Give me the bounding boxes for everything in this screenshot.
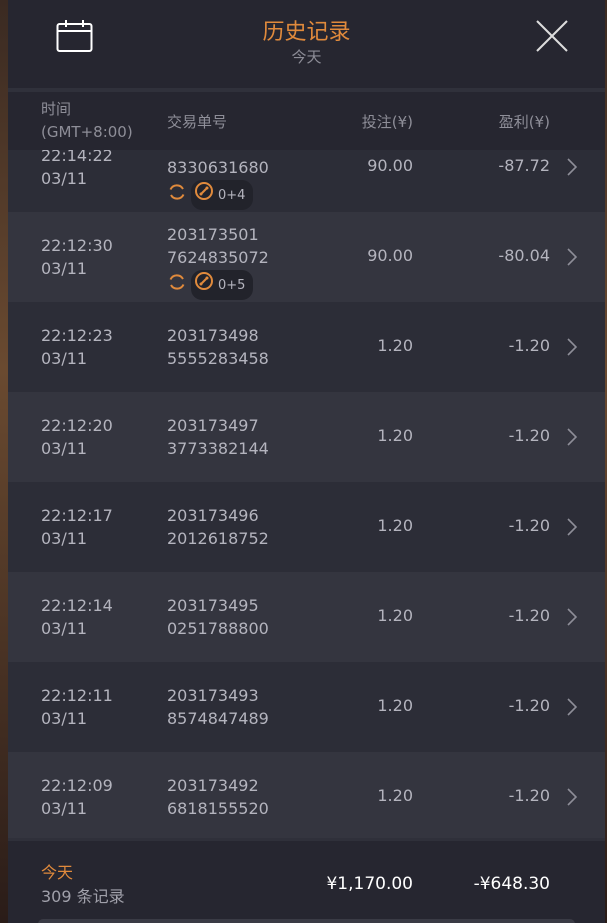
row-bet: 1.20 [377, 606, 413, 625]
table-row[interactable]: 22:12:09 03/11 203173492 6818155520 1.20 -… [8, 752, 605, 838]
order-id-part1: 203173498 [167, 326, 259, 345]
header: 历史记录 今天 [8, 0, 605, 88]
order-id-part2: 3773382144 [167, 439, 269, 458]
row-bet: 1.20 [377, 696, 413, 715]
column-header: 时间 (GMT+8:00) 交易单号 投注(¥) 盈利(¥) [8, 92, 605, 150]
row-date: 03/11 [41, 169, 88, 188]
close-icon[interactable] [535, 19, 569, 57]
table-row[interactable]: 22:14:22 03/11 8330631680 0+4 90.00 -87.72 [8, 150, 605, 212]
row-profit: -1.20 [508, 606, 550, 625]
order-id-part1: 203173492 [167, 776, 259, 795]
bottom-handle [38, 919, 575, 923]
order-id-part2: 0251788800 [167, 619, 269, 638]
table-row[interactable]: 22:12:14 03/11 203173495 0251788800 1.20 -… [8, 572, 605, 662]
chevron-right-icon[interactable] [567, 338, 578, 360]
row-profit: -1.20 [508, 336, 550, 355]
row-bet: 1.20 [377, 786, 413, 805]
row-bet: 1.20 [377, 336, 413, 355]
table-row[interactable]: 22:12:20 03/11 203173497 3773382144 1.20 -… [8, 392, 605, 482]
chevron-right-icon[interactable] [567, 428, 578, 450]
total-bet: ¥1,170.00 [326, 874, 413, 894]
row-date: 03/11 [41, 529, 88, 548]
record-list[interactable]: 22:14:22 03/11 8330631680 0+4 90.00 -87.72… [8, 150, 605, 838]
row-bet: 90.00 [367, 156, 413, 175]
divider [8, 88, 605, 92]
order-id-part1: 203173496 [167, 506, 259, 525]
order-id-part2: 8574847489 [167, 709, 269, 728]
row-bet: 1.20 [377, 426, 413, 445]
row-date: 03/11 [41, 799, 88, 818]
table-row[interactable]: 22:12:30 03/11 203173501 7624835072 0+5 90.… [8, 212, 605, 302]
chevron-right-icon[interactable] [567, 608, 578, 630]
row-profit: -1.20 [508, 516, 550, 535]
row-time: 22:12:23 [41, 326, 113, 345]
order-id-part2: 5555283458 [167, 349, 269, 368]
summary-footer: 今天 309 条记录 ¥1,170.00 -¥648.30 [8, 838, 605, 923]
order-id-part2: 6818155520 [167, 799, 269, 818]
col-order: 交易单号 [167, 113, 228, 131]
row-date: 03/11 [41, 439, 88, 458]
row-date: 03/11 [41, 349, 88, 368]
row-time: 22:12:11 [41, 686, 113, 705]
row-profit: -87.72 [498, 156, 550, 175]
page-title: 历史记录 [262, 20, 351, 45]
bet-badge: 0+4 [191, 180, 254, 210]
chevron-right-icon[interactable] [567, 518, 578, 540]
table-row[interactable]: 22:12:17 03/11 203173496 2012618752 1.20 -… [8, 482, 605, 572]
ball-icon [194, 271, 214, 299]
col-time: 时间 [41, 100, 72, 118]
order-id-part2: 2012618752 [167, 529, 269, 548]
order-id-part1: 203173495 [167, 596, 259, 615]
row-date: 03/11 [41, 709, 88, 728]
history-panel: 历史记录 今天 时间 (GMT+8:00) 交易单号 投注(¥) 盈利(¥) 22… [8, 0, 605, 923]
col-profit: 盈利(¥) [498, 113, 550, 131]
refresh-icon [167, 182, 187, 208]
col-bet: 投注(¥) [361, 113, 413, 131]
row-time: 22:12:09 [41, 776, 113, 795]
row-time: 22:12:17 [41, 506, 113, 525]
row-time: 22:12:30 [41, 236, 113, 255]
bet-badge: 0+5 [191, 270, 254, 300]
row-time: 22:12:20 [41, 416, 113, 435]
record-count: 309 条记录 [41, 887, 125, 906]
table-row[interactable]: 22:12:11 03/11 203173493 8574847489 1.20 -… [8, 662, 605, 752]
row-date: 03/11 [41, 259, 88, 278]
ball-icon [194, 181, 214, 209]
row-bet: 1.20 [377, 516, 413, 535]
chevron-right-icon[interactable] [567, 698, 578, 720]
calendar-icon[interactable] [56, 19, 94, 57]
chevron-right-icon[interactable] [567, 788, 578, 810]
refresh-icon [167, 272, 187, 298]
summary-period: 今天 [41, 863, 74, 882]
total-profit: -¥648.30 [473, 874, 550, 894]
order-id-part2: 7624835072 [167, 248, 269, 267]
row-profit: -1.20 [508, 786, 550, 805]
row-profit: -80.04 [498, 246, 550, 265]
order-id-part1: 203173501 [167, 225, 259, 244]
row-date: 03/11 [41, 619, 88, 638]
chevron-right-icon[interactable] [567, 248, 578, 270]
order-id-part1: 203173497 [167, 416, 259, 435]
order-id-part2: 8330631680 [167, 158, 269, 177]
row-profit: -1.20 [508, 696, 550, 715]
row-time: 22:14:22 [41, 150, 113, 165]
page-subtitle: 今天 [291, 48, 322, 66]
row-time: 22:12:14 [41, 596, 113, 615]
col-timezone: (GMT+8:00) [41, 123, 133, 141]
row-bet: 90.00 [367, 246, 413, 265]
table-row[interactable]: 22:12:23 03/11 203173498 5555283458 1.20 -… [8, 302, 605, 392]
row-profit: -1.20 [508, 426, 550, 445]
order-id-part1: 203173493 [167, 686, 259, 705]
chevron-right-icon[interactable] [567, 158, 578, 180]
